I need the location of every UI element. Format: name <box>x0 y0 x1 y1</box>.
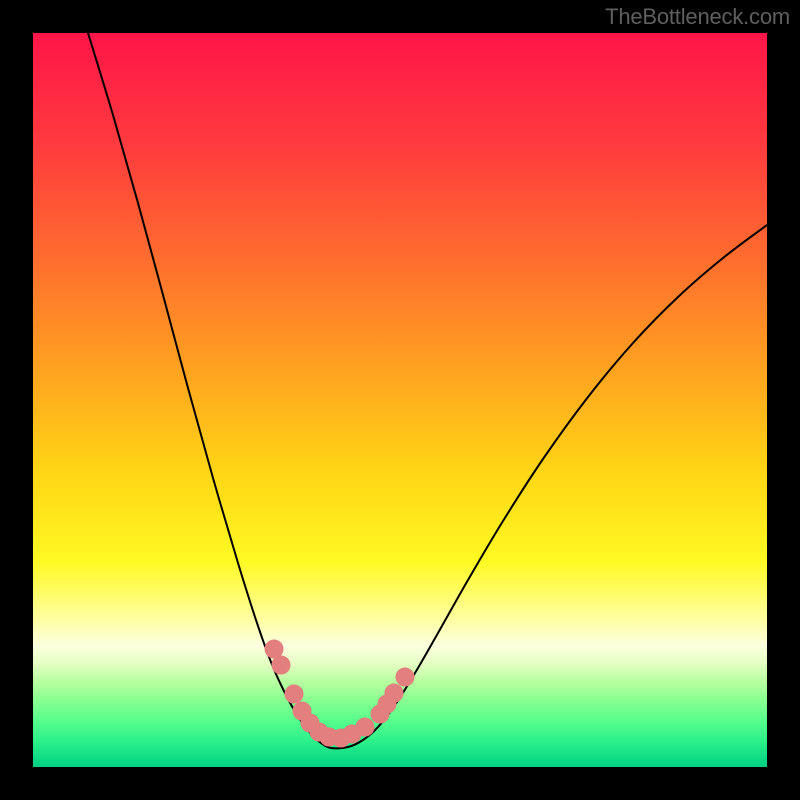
data-marker <box>272 656 290 674</box>
plot-area <box>33 33 767 767</box>
data-marker <box>356 718 374 736</box>
chart-outer-frame: TheBottleneck.com <box>0 0 800 800</box>
data-marker <box>396 668 414 686</box>
gradient-background <box>33 33 767 767</box>
watermark-text: TheBottleneck.com <box>605 4 790 30</box>
data-marker <box>285 685 303 703</box>
data-marker <box>265 640 283 658</box>
data-marker <box>385 684 403 702</box>
chart-svg <box>33 33 767 767</box>
